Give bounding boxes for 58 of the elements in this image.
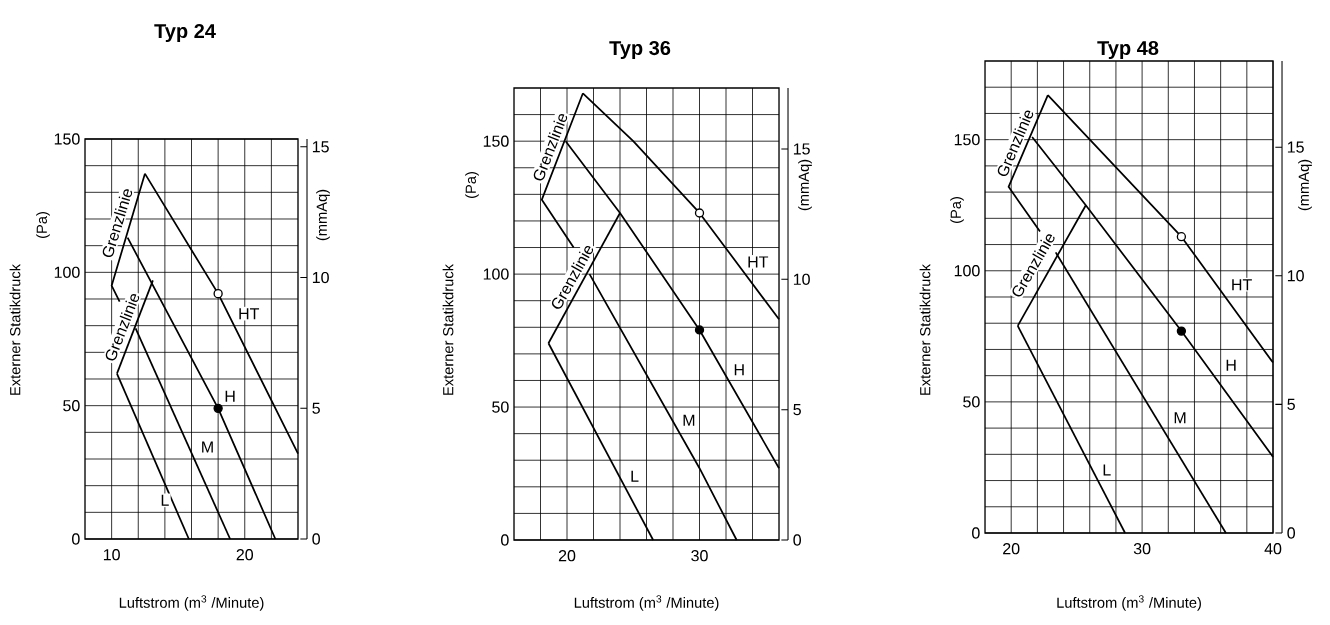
y2-tick-label: 15 <box>793 143 810 155</box>
y2-tick-label: 15 <box>1287 141 1304 153</box>
annotation: HT <box>239 308 260 320</box>
y-tick-label: 0 <box>972 527 980 539</box>
x-tick-label: 40 <box>1264 543 1282 555</box>
annotation: L <box>161 494 169 506</box>
y2-tick-label: 5 <box>312 402 320 414</box>
annotation: M <box>202 441 213 453</box>
y2-tick-label: 15 <box>312 141 329 153</box>
x-axis-title: Luftstrom (m$^{3}$ /Minute) <box>1057 595 1201 611</box>
x-axis-title: Luftstrom (m$^{3}$ /Minute) <box>119 595 264 611</box>
y2-tick-label: 5 <box>793 404 801 416</box>
x-tick-label: 30 <box>1133 543 1151 555</box>
x-tick-label: 30 <box>691 550 708 562</box>
text: (Pa) <box>950 197 964 223</box>
annotation: H <box>734 364 744 376</box>
y-tick-label: 50 <box>963 396 980 408</box>
y2-tick-label: 10 <box>793 273 810 285</box>
y-tick-label: 0 <box>72 533 80 545</box>
chart-title: Typ 48 <box>1097 40 1159 60</box>
y2-axis-title: (mmAq) <box>1298 159 1312 211</box>
x-axis-title: Luftstrom (m$^{3}$ /Minute) <box>574 595 719 611</box>
y-axis-title: Externer Statikdruck <box>919 263 931 395</box>
annotation: H <box>225 390 235 402</box>
y-axis-title: Externer Statikdruck <box>9 263 21 395</box>
y-tick-label: 50 <box>63 400 80 412</box>
annotation: M <box>683 414 695 426</box>
y2-tick-label: 0 <box>793 534 802 546</box>
y-tick-label: 100 <box>54 266 80 278</box>
annotation: H <box>1226 359 1236 371</box>
y-tick-label: 150 <box>954 134 980 146</box>
y-tick-label: 100 <box>483 268 509 280</box>
y2-axis-title: (mmAq) <box>316 189 330 241</box>
y2-tick-label: 10 <box>312 271 329 284</box>
y-tick-label: 150 <box>54 133 80 145</box>
x-tick-label: 10 <box>103 549 120 561</box>
y2-axis-title: (mmAq) <box>798 159 812 211</box>
y2-tick-label: 5 <box>1287 398 1295 410</box>
x-tick-label: 20 <box>558 550 576 562</box>
text: (Pa) <box>36 212 50 238</box>
y-tick-label: 0 <box>501 534 509 546</box>
x-tick-label: 20 <box>1003 543 1020 555</box>
annotation: L <box>631 470 639 482</box>
annotation: HT <box>748 256 769 268</box>
y2-tick-label: 0 <box>1287 527 1296 539</box>
annotation: M <box>1174 412 1186 424</box>
x-tick-label: 20 <box>236 549 254 561</box>
y-axis-title: Externer Statikdruck <box>442 263 454 395</box>
annotation: HT <box>1232 279 1252 291</box>
text: (Pa) <box>465 172 479 198</box>
y2-tick-label: 10 <box>1287 270 1304 282</box>
y-tick-label: 150 <box>483 135 509 147</box>
y-tick-label: 50 <box>492 401 509 413</box>
y2-tick-label: 0 <box>312 533 320 545</box>
chart-title: Typ 36 <box>609 40 671 60</box>
chart-title: Typ 24 <box>154 23 216 43</box>
annotation: L <box>1103 464 1111 476</box>
y-tick-label: 100 <box>954 265 980 277</box>
